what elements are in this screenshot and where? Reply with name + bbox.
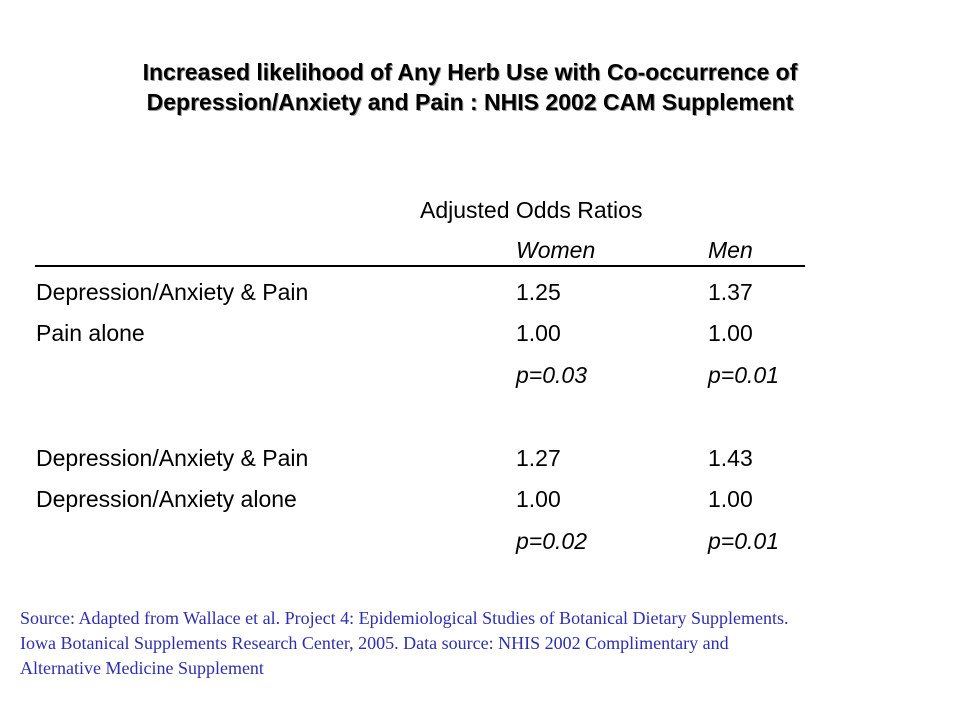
cell-men: 1.00 bbox=[708, 320, 753, 346]
cell-women: 1.00 bbox=[516, 320, 561, 346]
column-header-women: Women bbox=[516, 237, 596, 263]
p-value-men: p=0.01 bbox=[708, 528, 779, 554]
column-header-men: Men bbox=[708, 237, 753, 263]
cell-men: 1.00 bbox=[708, 486, 753, 512]
row-label: Depression/Anxiety & Pain bbox=[36, 279, 309, 305]
cell-women: 1.25 bbox=[516, 279, 561, 305]
p-value-men: p=0.01 bbox=[708, 362, 779, 388]
source-line-1: Source: Adapted from Wallace et al. Proj… bbox=[20, 608, 789, 628]
source-line-3: Alternative Medicine Supplement bbox=[20, 658, 264, 678]
table-header: Adjusted Odds Ratios bbox=[420, 197, 643, 223]
slide-title-line-2: Depression/Anxiety and Pain : NHIS 2002 … bbox=[146, 89, 794, 115]
source-line-2: Iowa Botanical Supplements Research Cent… bbox=[20, 633, 729, 653]
p-value-women: p=0.03 bbox=[516, 362, 587, 388]
row-label: Pain alone bbox=[36, 320, 145, 346]
cell-men: 1.37 bbox=[708, 279, 753, 305]
source-note: Source: Adapted from Wallace et al. Proj… bbox=[20, 606, 950, 681]
row-label: Depression/Anxiety & Pain bbox=[36, 445, 309, 471]
p-value-women: p=0.02 bbox=[516, 528, 587, 554]
slide-title-line-1: Increased likelihood of Any Herb Use wit… bbox=[142, 59, 798, 85]
header-rule bbox=[35, 265, 805, 267]
row-label: Depression/Anxiety alone bbox=[36, 486, 297, 512]
cell-women: 1.00 bbox=[516, 486, 561, 512]
cell-women: 1.27 bbox=[516, 445, 561, 471]
cell-men: 1.43 bbox=[708, 445, 753, 471]
